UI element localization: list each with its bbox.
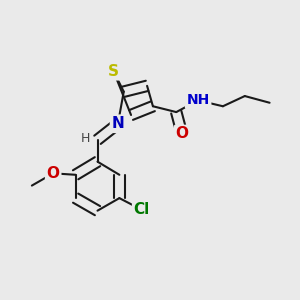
Text: S: S xyxy=(108,64,119,79)
Text: H: H xyxy=(81,132,91,145)
Text: Cl: Cl xyxy=(134,202,150,217)
Text: NH: NH xyxy=(187,93,210,107)
Text: H: H xyxy=(81,133,91,146)
Text: O: O xyxy=(176,127,189,142)
Text: N: N xyxy=(112,116,124,131)
Text: O: O xyxy=(47,166,60,181)
